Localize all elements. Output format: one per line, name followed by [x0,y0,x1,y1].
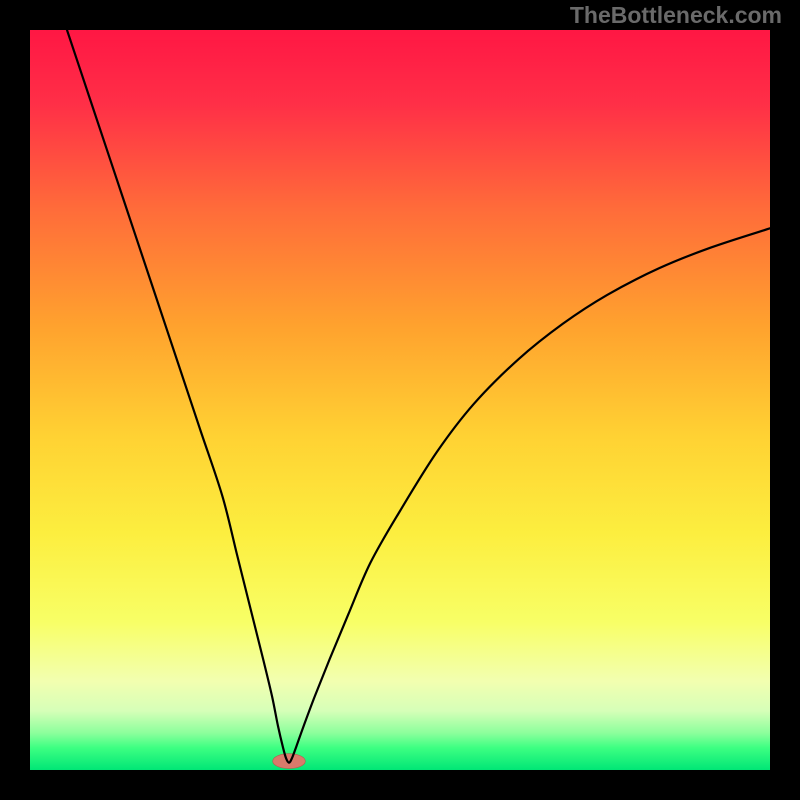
plot-area [30,30,770,770]
minimum-marker [273,754,306,769]
watermark-text: TheBottleneck.com [570,2,782,29]
chart-svg [30,30,770,770]
chart-frame: TheBottleneck.com [0,0,800,800]
gradient-background [30,30,770,770]
